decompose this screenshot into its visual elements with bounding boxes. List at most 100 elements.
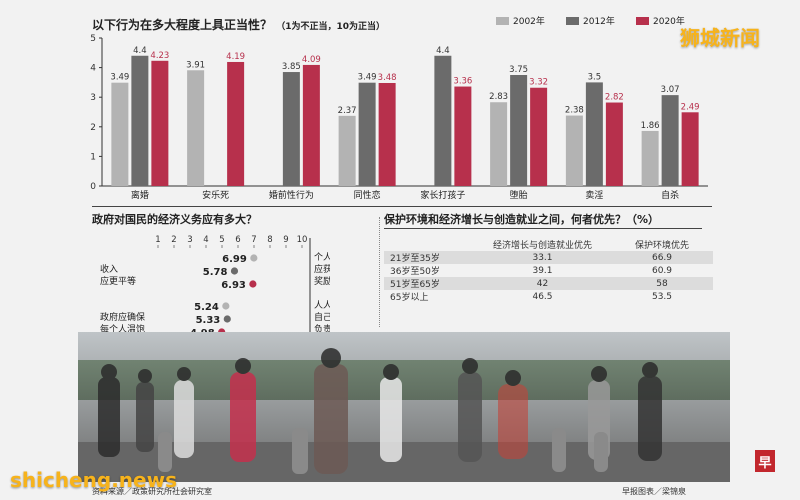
bar <box>641 130 659 186</box>
category-label: 卖淫 <box>585 189 603 201</box>
chart1-subtitle: （1为不正当，10为正当） <box>276 22 385 32</box>
row-value: 58 <box>656 278 668 289</box>
bar-value-label: 2.83 <box>489 92 508 102</box>
bar-value-label: 2.49 <box>681 102 700 112</box>
bar <box>227 61 245 187</box>
street-photo <box>78 332 730 482</box>
row-label: 36岁至50岁 <box>390 267 440 277</box>
bar-value-label: 3.75 <box>509 65 528 75</box>
scale-tick-label: 4 <box>203 235 208 245</box>
category-label: 婚前性行为 <box>269 189 314 201</box>
bar-value-label: 4.23 <box>150 51 169 61</box>
bar <box>565 115 583 186</box>
bar <box>454 86 472 186</box>
table-row: 21岁至35岁 33.1 66.9 <box>384 251 713 264</box>
bar <box>510 75 528 186</box>
brand-bottom-left: shicheng.news <box>10 468 177 492</box>
chart2-title: 政府对国民的经济义务应有多大？ <box>92 213 257 226</box>
scale-tick-label: 5 <box>219 235 224 245</box>
category-label: 堕胎 <box>510 189 528 201</box>
bar <box>187 70 205 186</box>
bar <box>338 115 356 186</box>
category-label: 家长打孩子 <box>420 189 465 201</box>
row-value: 46.5 <box>532 291 553 302</box>
table-header-cell-2: 保护环境优先 <box>634 241 689 251</box>
y-tick-label: 5 <box>90 34 96 44</box>
bar-value-label: 4.09 <box>302 55 321 65</box>
bar-value-label: 3.48 <box>378 73 397 83</box>
scale-dot <box>230 267 239 275</box>
bar-chart-legend: 2002年 2012年 2020年 <box>496 15 685 27</box>
scale-tick-label: 2 <box>171 235 176 245</box>
bar-value-label: 1.86 <box>641 121 660 131</box>
legend-label: 2012年 <box>583 15 615 27</box>
row-value: 42 <box>536 278 549 289</box>
bar-value-label: 4.4 <box>436 46 450 56</box>
scale-tick-label: 8 <box>267 235 272 245</box>
scale-value-label: 5.33 <box>196 315 221 326</box>
chart3-title: 保护环境和经济增长与创造就业之间，何者优先？（%） <box>384 213 660 226</box>
group-label-left: 应更平等 <box>100 275 136 287</box>
bar <box>282 72 300 186</box>
photo-people <box>98 348 662 474</box>
bar-chart-bars <box>111 55 699 187</box>
y-tick-label: 4 <box>90 64 96 74</box>
legend-swatch <box>636 17 649 25</box>
group-label-left: 收入 <box>100 263 118 275</box>
bar <box>490 102 508 186</box>
scale-tick-label: 1 <box>155 235 160 245</box>
category-label: 离婚 <box>131 189 149 201</box>
scale-dot <box>249 280 257 288</box>
y-tick-label: 1 <box>90 152 96 162</box>
divider-mid <box>379 217 380 327</box>
legend-swatch <box>496 17 509 25</box>
bar-value-label: 3.5 <box>588 72 602 82</box>
scale-tick-label: 9 <box>283 235 288 245</box>
bar <box>530 87 548 186</box>
legend-label: 2002年 <box>513 15 545 27</box>
bar-value-label: 4.19 <box>226 52 245 62</box>
scale-value-label: 6.93 <box>221 280 246 291</box>
footer-credit: 早报图表／梁锦泉 <box>622 487 686 496</box>
bar <box>302 64 320 186</box>
table-header-cell-1: 经济增长与创造就业优先 <box>492 241 592 251</box>
chart1-title: 以下行为在多大程度上具正当性？ （1为不正当，10为正当） <box>92 18 385 32</box>
bar-value-label: 2.37 <box>338 106 357 116</box>
scatter-axis: 1 2 3 4 5 6 7 8 9 10 <box>155 235 311 346</box>
group-label-right: 奖励 <box>314 275 330 287</box>
category-label: 同性恋 <box>354 189 381 201</box>
y-tick-label: 0 <box>90 182 96 192</box>
scale-dot <box>223 315 231 323</box>
table-wrapper: 经济增长与创造就业优先 保护环境优先 21岁至35岁 33.1 66.9 36岁至50… <box>384 238 713 303</box>
row-value: 33.1 <box>532 252 553 263</box>
bar <box>378 82 396 186</box>
bar <box>131 55 149 187</box>
row-value: 53.5 <box>651 291 673 302</box>
footer-source: 资料来源／政策研究所社会研究室 <box>92 487 212 496</box>
table-row: 51岁至65岁 42 58 <box>384 277 713 290</box>
scale-value-label: 6.99 <box>222 254 247 265</box>
env-table: 经济增长与创造就业优先 保护环境优先 21岁至35岁 33.1 66.9 36岁至50… <box>384 238 713 303</box>
y-tick-label: 3 <box>90 93 96 103</box>
table-row: 65岁以上 46.5 53.5 <box>384 290 713 304</box>
brand-top-right: 狮城新闻 <box>680 26 760 50</box>
group-label-left: 政府应确保 <box>100 311 145 323</box>
category-label: 自杀 <box>661 189 679 201</box>
bar <box>434 55 452 187</box>
divider-top <box>92 206 712 207</box>
row-value: 66.9 <box>651 252 673 263</box>
bar-value-label: 3.49 <box>110 73 129 83</box>
category-label: 安乐死 <box>202 189 229 201</box>
scale-tick-label: 7 <box>251 235 256 245</box>
bar-value-label: 3.91 <box>186 60 205 70</box>
table-header-cell-0 <box>384 238 474 251</box>
table-row: 36岁至50岁 39.1 60.9 <box>384 264 713 278</box>
scale-tick-label: 10 <box>297 235 308 245</box>
bar-value-label: 3.36 <box>453 77 472 87</box>
row-label: 21岁至35岁 <box>390 254 440 264</box>
bar <box>111 82 129 186</box>
scale-tick-label: 3 <box>187 235 192 245</box>
row-label: 51岁至65岁 <box>390 280 440 290</box>
